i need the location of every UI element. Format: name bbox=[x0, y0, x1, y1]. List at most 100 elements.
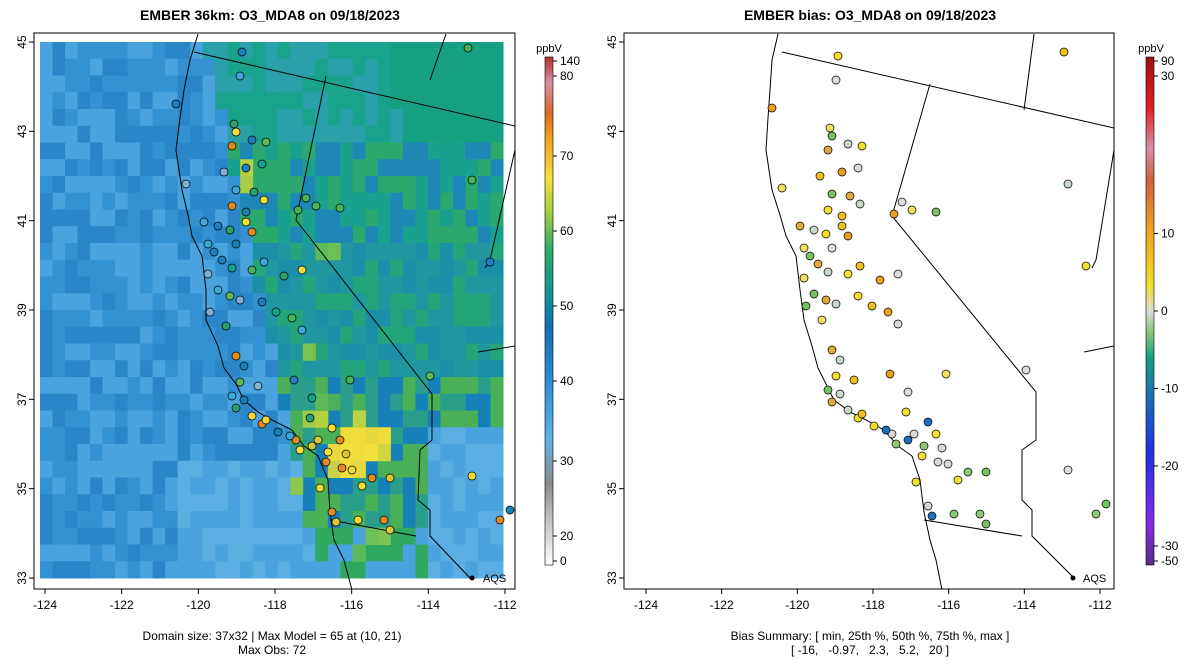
right-station-marker bbox=[817, 315, 827, 325]
right-station-marker bbox=[869, 421, 879, 431]
left-station-marker bbox=[209, 247, 219, 257]
left-station-marker bbox=[347, 465, 357, 475]
left-station-marker bbox=[241, 163, 251, 173]
left-station-marker bbox=[231, 185, 241, 195]
bias-map-panel: EMBER bias: O3_MDA8 on 09/18/2023 AQS -1… bbox=[605, 7, 1179, 657]
left-colorbar-tick-label: 80 bbox=[560, 69, 574, 83]
aqs-sites-observed bbox=[171, 43, 515, 535]
right-station-marker bbox=[1101, 499, 1111, 509]
left-station-marker bbox=[367, 473, 377, 483]
left-station-marker bbox=[297, 265, 307, 275]
right-colorbar-unit: ppbV bbox=[1138, 43, 1164, 55]
left-title: EMBER 36km: O3_MDA8 on 09/18/2023 bbox=[140, 7, 400, 23]
left-station-marker bbox=[385, 525, 395, 535]
right-station-marker bbox=[855, 261, 865, 271]
right-station-marker bbox=[823, 267, 833, 277]
left-station-marker bbox=[463, 43, 473, 53]
right-station-marker bbox=[827, 131, 837, 141]
right-station-marker bbox=[931, 207, 941, 217]
left-station-marker bbox=[171, 99, 181, 109]
left-station-marker bbox=[335, 435, 345, 445]
left-station-marker bbox=[229, 119, 239, 129]
right-colorbar-tick-label: -30 bbox=[1161, 539, 1179, 553]
left-x-tick-label: -120 bbox=[186, 598, 210, 612]
left-colorbar-tick-label: 20 bbox=[560, 529, 574, 543]
right-station-marker bbox=[917, 451, 927, 461]
right-station-marker bbox=[837, 221, 847, 231]
left-colorbar-tick-label: 60 bbox=[560, 224, 574, 238]
right-station-marker bbox=[963, 467, 973, 477]
right-station-marker bbox=[823, 385, 833, 395]
left-x-tick-label: -116 bbox=[340, 598, 363, 612]
right-station-marker bbox=[815, 171, 825, 181]
left-station-marker bbox=[259, 257, 269, 267]
left-x-axis: -124 -122 -120 -118 -116 -114 -112 bbox=[33, 589, 517, 612]
left-station-marker bbox=[327, 423, 337, 433]
right-station-marker bbox=[981, 467, 991, 477]
left-station-marker bbox=[247, 135, 257, 145]
right-station-marker bbox=[857, 409, 867, 419]
left-station-marker bbox=[257, 297, 267, 307]
right-station-marker bbox=[893, 319, 903, 329]
left-station-marker bbox=[231, 351, 241, 361]
right-station-marker bbox=[883, 307, 893, 317]
right-station-marker bbox=[843, 405, 853, 415]
left-station-marker bbox=[249, 187, 259, 197]
left-station-marker bbox=[239, 361, 249, 371]
right-station-marker bbox=[927, 511, 937, 521]
right-station-marker bbox=[827, 345, 837, 355]
left-station-marker bbox=[293, 205, 303, 215]
right-station-marker bbox=[1021, 365, 1031, 375]
coastline-and-borders bbox=[175, 33, 515, 589]
left-station-marker bbox=[227, 201, 237, 211]
right-y-tick-label: 45 bbox=[605, 35, 619, 49]
right-station-marker bbox=[831, 299, 841, 309]
aqs-legend-dot-bias bbox=[1070, 575, 1076, 581]
right-station-marker bbox=[849, 375, 859, 385]
left-y-tick-label: 33 bbox=[15, 571, 29, 585]
right-station-marker bbox=[827, 189, 837, 199]
left-legend: AQS bbox=[469, 573, 506, 585]
right-colorbar-tick-label: -20 bbox=[1161, 459, 1179, 473]
left-station-marker bbox=[257, 159, 267, 169]
left-station-marker bbox=[213, 285, 223, 295]
left-station-marker bbox=[261, 415, 271, 425]
left-x-tick-label: -124 bbox=[33, 598, 57, 612]
left-station-marker bbox=[227, 141, 237, 151]
left-station-marker bbox=[225, 225, 235, 235]
left-station-marker bbox=[287, 313, 297, 323]
left-station-marker bbox=[271, 307, 281, 317]
left-station-marker bbox=[247, 411, 257, 421]
left-colorbar-tick-label: 70 bbox=[560, 149, 574, 163]
left-station-marker bbox=[315, 483, 325, 493]
left-station-marker bbox=[203, 239, 213, 249]
left-x-tick-label: -122 bbox=[110, 598, 134, 612]
right-station-marker bbox=[837, 211, 847, 221]
right-x-tick-label: -112 bbox=[1088, 598, 1111, 612]
right-footer-line2: [ -16, -0.97, 2.3, 5.2, 20 ] bbox=[791, 643, 949, 657]
right-legend: AQS bbox=[1070, 573, 1106, 585]
right-colorbar-ramp bbox=[1145, 56, 1155, 566]
right-station-marker bbox=[981, 519, 991, 529]
aqs-legend-label-bias: AQS bbox=[1083, 573, 1106, 585]
right-station-marker bbox=[923, 501, 933, 511]
left-station-marker bbox=[341, 449, 351, 459]
right-x-tick-label: -120 bbox=[785, 598, 809, 612]
right-x-tick-label: -114 bbox=[1013, 598, 1036, 612]
left-colorbar-tick-label: 40 bbox=[560, 374, 574, 388]
left-colorbar-tick-label: 30 bbox=[560, 454, 574, 468]
right-station-marker bbox=[831, 371, 841, 381]
right-station-marker bbox=[843, 231, 853, 241]
right-station-marker bbox=[805, 251, 815, 261]
right-station-marker bbox=[821, 229, 831, 239]
right-y-tick-label: 39 bbox=[605, 303, 619, 317]
left-station-marker bbox=[217, 255, 227, 265]
left-station-marker bbox=[279, 271, 289, 281]
right-y-tick-label: 35 bbox=[605, 482, 619, 496]
right-station-marker bbox=[1091, 509, 1101, 519]
left-station-marker bbox=[205, 307, 215, 317]
right-station-marker bbox=[933, 457, 943, 467]
right-station-marker bbox=[827, 397, 837, 407]
left-station-marker bbox=[301, 193, 311, 203]
